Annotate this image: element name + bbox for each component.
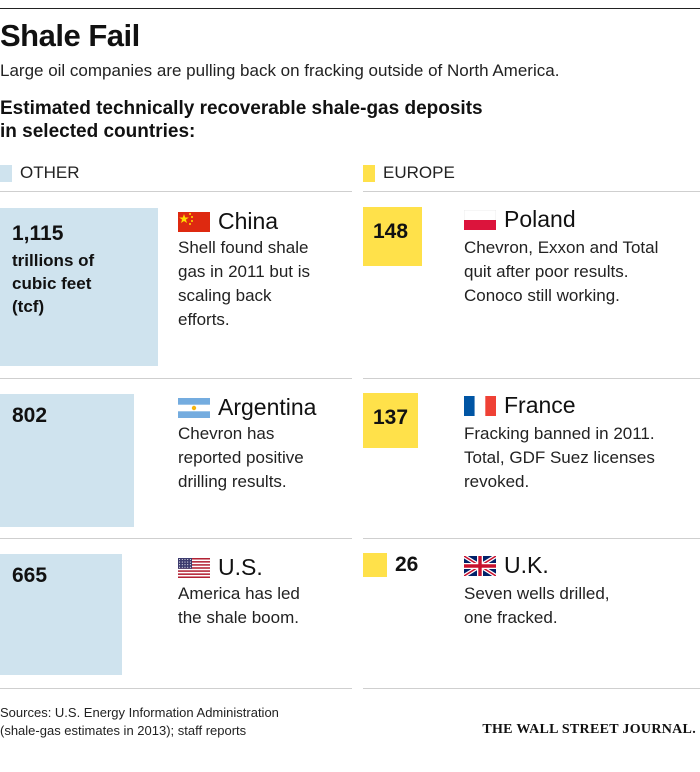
bar-us <box>0 554 122 675</box>
description-line: Chevron has <box>178 424 275 443</box>
source-line-2: (shale-gas estimates in 2013); staff rep… <box>0 723 247 738</box>
chart-heading: Estimated technically recoverable shale-… <box>0 97 520 143</box>
country-name-us: U.S. <box>218 554 263 580</box>
data-label-uk: 26 <box>395 553 419 576</box>
data-label-poland: 148 <box>373 220 409 243</box>
country-name-france: France <box>504 392 576 418</box>
country-name-uk: U.K. <box>504 552 549 578</box>
bar-france <box>363 393 418 448</box>
country-name-china: China <box>218 208 279 234</box>
heading-line-1: Estimated technically recoverable shale-… <box>0 98 483 119</box>
description-china: Shell found shale gas in 2011 but is scali… <box>178 236 310 332</box>
data-label-china: 1,115 <box>12 222 64 245</box>
legend-other-label: OTHER <box>20 163 80 182</box>
description-argentina: Chevron has reported positive drilling res… <box>178 422 304 494</box>
france-flag-icon <box>464 395 496 416</box>
description-line: the shale boom. <box>178 608 299 627</box>
description-line: scaling back <box>178 286 272 305</box>
row-separator <box>0 538 352 539</box>
description-line: America has led <box>178 584 300 603</box>
row-separator <box>0 378 352 379</box>
country-france: France <box>464 392 576 419</box>
unit-label-line-3: (tcf) <box>12 297 45 316</box>
source-line-1: Sources: U.S. Energy Information Adminis… <box>0 705 279 720</box>
source-note: Sources: U.S. Energy Information Adminis… <box>0 704 279 740</box>
row-separator <box>0 688 352 689</box>
description-line: efforts. <box>178 310 230 329</box>
description-line: Seven wells drilled, <box>464 584 610 603</box>
data-label-argentina: 802 <box>12 404 48 427</box>
description-line: reported positive <box>178 448 304 467</box>
row-separator <box>363 378 700 379</box>
bar-argentina <box>0 394 134 527</box>
column-top-rule <box>0 191 352 192</box>
china-flag-icon <box>178 211 210 232</box>
description-line: Shell found shale <box>178 238 309 257</box>
country-uk: U.K. <box>464 552 549 579</box>
argentina-flag-icon <box>178 397 210 418</box>
description-line: Fracking banned in 2011. <box>464 424 655 443</box>
description-uk: Seven wells drilled, one fracked. <box>464 582 610 630</box>
legend-other: OTHER <box>0 163 80 183</box>
description-line: quit after poor results. <box>464 262 629 281</box>
data-label-us: 665 <box>12 564 48 587</box>
legend-europe-label: EUROPE <box>383 163 455 182</box>
publisher-logo: THE WALL STREET JOURNAL. <box>482 722 696 737</box>
data-label-france: 137 <box>373 406 409 429</box>
country-us: U.S. <box>178 554 263 581</box>
us-flag-icon <box>178 557 210 578</box>
description-france: Fracking banned in 2011. Total, GDF Suez … <box>464 422 655 494</box>
description-line: Total, GDF Suez licenses <box>464 448 655 467</box>
chart-subtitle: Large oil companies are pulling back on … <box>0 61 560 80</box>
chart-title: Shale Fail <box>0 18 140 53</box>
column-top-rule <box>363 191 700 192</box>
row-separator <box>363 688 700 689</box>
description-us: America has led the shale boom. <box>178 582 300 630</box>
legend-other-swatch <box>0 164 12 182</box>
bar-china <box>0 208 158 366</box>
description-line: Conoco still working. <box>464 286 620 305</box>
country-name-argentina: Argentina <box>218 394 317 420</box>
legend-europe-swatch <box>363 164 375 182</box>
country-argentina: Argentina <box>178 394 316 421</box>
poland-flag-icon <box>464 209 496 230</box>
description-line: revoked. <box>464 472 530 491</box>
unit-label-line-1: trillions of <box>12 251 95 270</box>
description-line: drilling results. <box>178 472 287 491</box>
description-line: gas in 2011 but is <box>178 262 310 281</box>
unit-label-line-2: cubic feet <box>12 274 92 293</box>
legend-europe: EUROPE <box>363 163 455 183</box>
description-line: Chevron, Exxon and Total <box>464 238 659 257</box>
bar-uk <box>363 553 387 577</box>
description-line: one fracked. <box>464 608 558 627</box>
bar-poland <box>363 207 422 266</box>
row-separator <box>363 538 700 539</box>
heading-line-2: in selected countries: <box>0 121 196 142</box>
description-poland: Chevron, Exxon and Total quit after poor … <box>464 236 658 308</box>
top-rule <box>0 8 700 9</box>
country-china: China <box>178 208 278 235</box>
uk-flag-icon <box>464 555 496 576</box>
country-name-poland: Poland <box>504 206 576 232</box>
country-poland: Poland <box>464 206 576 233</box>
